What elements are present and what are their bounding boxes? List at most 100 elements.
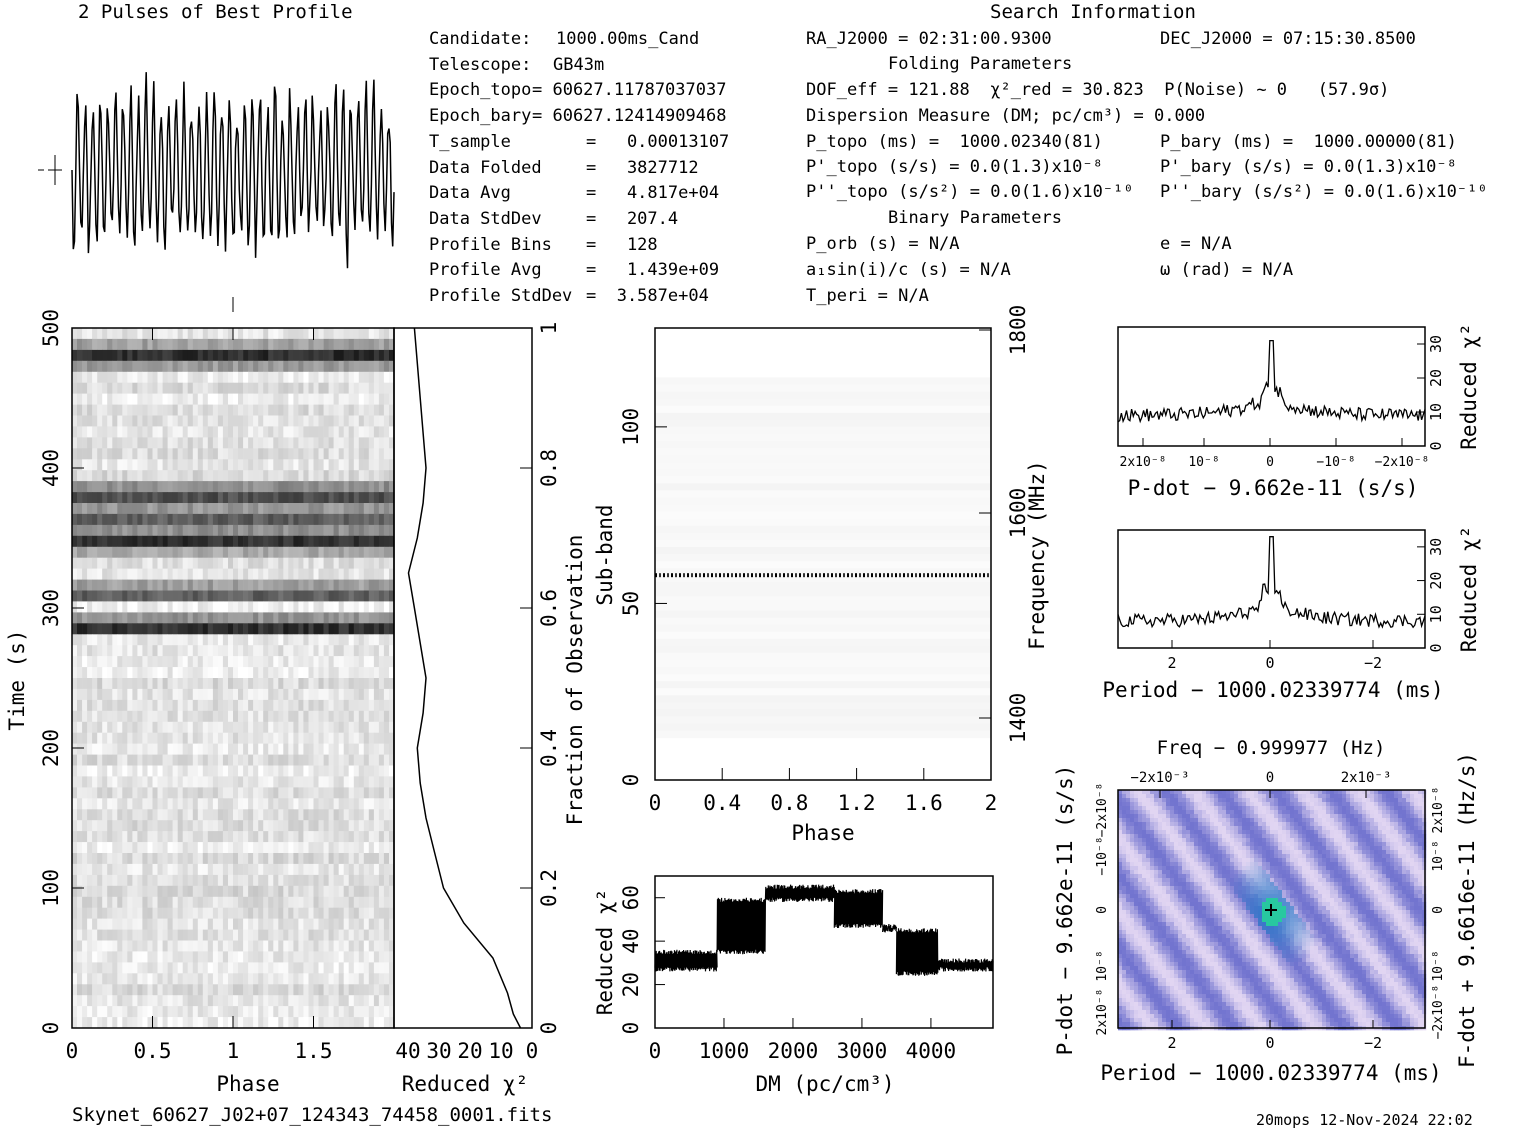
heat-cell xyxy=(313,962,319,974)
x-tick-label: 4000 xyxy=(906,1039,957,1063)
heat-cell xyxy=(222,513,229,526)
heat-cell xyxy=(72,842,78,854)
heat-cell xyxy=(298,404,304,416)
heat-cell xyxy=(358,503,365,515)
heat-cell xyxy=(222,940,229,952)
ppdot-cell xyxy=(1378,806,1383,811)
ppdot-cell xyxy=(1218,814,1223,819)
heat-cell xyxy=(142,798,148,810)
heat-cell xyxy=(363,929,370,941)
heat-cell xyxy=(348,940,355,952)
heat-cell xyxy=(268,415,274,427)
info-value: = 0.00013107 xyxy=(586,131,730,152)
heat-cell xyxy=(217,546,224,559)
heat-cell xyxy=(298,601,304,613)
subband-row xyxy=(655,433,991,442)
heat-cell xyxy=(348,710,355,723)
heat-cell xyxy=(353,338,360,351)
subband-bright-cell xyxy=(827,573,829,578)
heat-cell xyxy=(187,743,194,755)
heat-cell xyxy=(353,929,360,941)
heat-cell xyxy=(182,503,189,515)
heat-cell xyxy=(77,874,83,887)
heat-cell xyxy=(167,688,173,701)
heat-cell xyxy=(389,776,395,788)
heat-cell xyxy=(238,590,244,602)
heat-cell xyxy=(112,962,118,974)
heat-cell xyxy=(293,338,299,351)
heat-cell xyxy=(268,338,274,351)
heat-cell xyxy=(167,470,173,482)
heat-cell xyxy=(318,601,324,613)
heat-cell xyxy=(142,787,148,799)
heat-cell xyxy=(318,656,324,668)
x-axis-label: Phase xyxy=(216,1072,279,1096)
heat-cell xyxy=(122,973,128,985)
heat-cell xyxy=(268,382,274,394)
heat-cell xyxy=(263,754,269,766)
heat-cell xyxy=(238,535,244,548)
heat-cell xyxy=(273,590,279,602)
pdot-topo-text: P'_topo (s/s) = 0.0(1.3)x10⁻⁸ xyxy=(806,157,1103,177)
ppdot-cell xyxy=(1210,802,1215,807)
heat-cell xyxy=(368,688,375,701)
heat-cell xyxy=(132,973,138,985)
heat-cell xyxy=(228,995,234,1007)
subband-bright-cell xyxy=(735,573,737,578)
heat-cell xyxy=(217,579,224,591)
heat-cell xyxy=(202,623,209,635)
heat-cell xyxy=(353,568,360,580)
heat-cell xyxy=(192,371,199,384)
heat-cell xyxy=(142,634,148,646)
heat-cell xyxy=(378,688,385,701)
heat-cell xyxy=(323,612,329,624)
heat-cell xyxy=(313,820,319,832)
heat-cell xyxy=(278,656,284,668)
heat-cell xyxy=(207,667,214,679)
heat-cell xyxy=(72,328,78,340)
heat-cell xyxy=(238,645,244,657)
heat-cell xyxy=(142,809,148,821)
ppdot-cell xyxy=(1394,802,1399,807)
heat-cell xyxy=(112,426,118,438)
heat-cell xyxy=(233,393,239,405)
heat-cell xyxy=(222,962,229,974)
heat-cell xyxy=(172,896,178,909)
heat-cell xyxy=(293,513,299,526)
heat-cell xyxy=(122,765,128,777)
heat-cell xyxy=(318,393,324,405)
heat-cell xyxy=(268,535,274,548)
heat-cell xyxy=(333,612,339,624)
heat-cell xyxy=(298,557,304,569)
heat-cell xyxy=(353,426,360,438)
ppdot-cell xyxy=(1210,818,1215,823)
heat-cell xyxy=(258,601,264,613)
heat-cell xyxy=(378,645,385,657)
heat-cell xyxy=(212,338,219,351)
ppdot-cell xyxy=(1174,814,1179,819)
heat-cell xyxy=(308,853,314,865)
heat-cell xyxy=(373,1006,380,1018)
heat-cell xyxy=(233,503,239,515)
heat-cell xyxy=(378,513,385,526)
heat-cell xyxy=(97,885,103,898)
heat-cell xyxy=(132,667,138,679)
heat-cell xyxy=(293,863,299,876)
heat-cell xyxy=(263,743,269,755)
heat-cell xyxy=(92,524,98,537)
heat-cell xyxy=(308,743,314,755)
heat-cell xyxy=(117,798,123,810)
heat-cell xyxy=(107,831,113,843)
heat-cell xyxy=(378,831,385,843)
heat-cell xyxy=(358,853,365,865)
heat-cell xyxy=(353,699,360,712)
heat-cell xyxy=(243,918,249,930)
heat-cell xyxy=(358,492,365,504)
heat-cell xyxy=(82,984,88,996)
heat-cell xyxy=(192,448,199,460)
heat-cell xyxy=(107,328,113,340)
heat-cell xyxy=(273,470,279,482)
heat-cell xyxy=(132,557,138,569)
heat-cell xyxy=(258,678,264,690)
ppdot-cell xyxy=(1330,802,1335,807)
